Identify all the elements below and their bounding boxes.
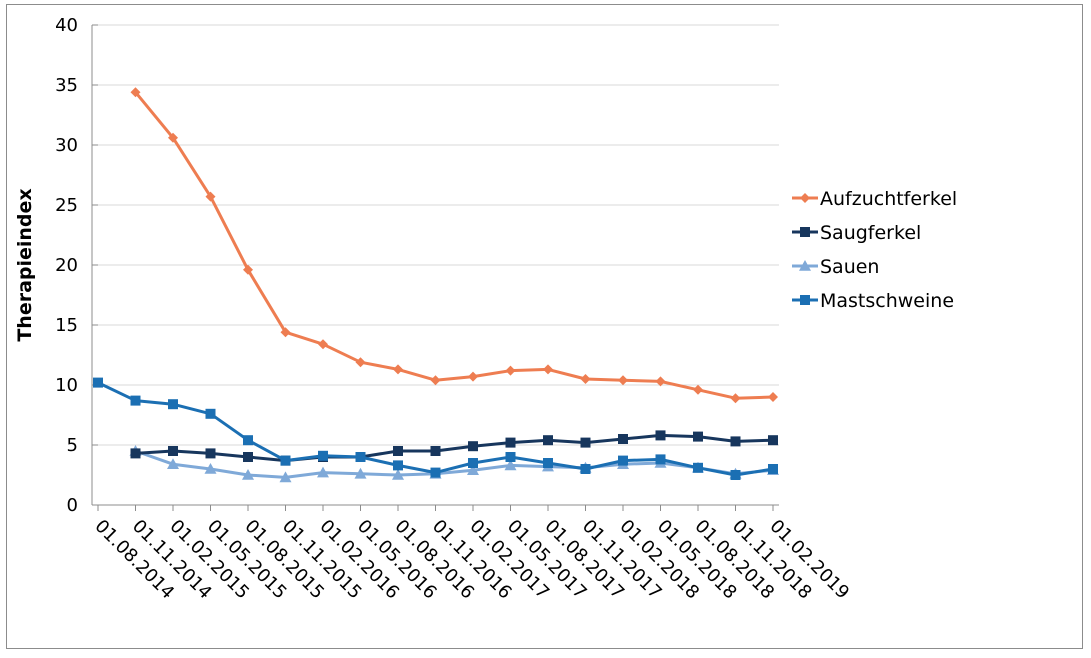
data-point bbox=[730, 393, 741, 404]
y-tick-label: 25 bbox=[55, 195, 78, 216]
data-point bbox=[618, 375, 628, 386]
legend-label: Mastschweine bbox=[820, 290, 954, 312]
data-point bbox=[655, 454, 666, 465]
data-point bbox=[768, 464, 778, 474]
data-point bbox=[280, 327, 291, 338]
y-tick-label: 5 bbox=[67, 435, 78, 456]
data-point bbox=[280, 455, 291, 466]
data-point bbox=[93, 377, 103, 388]
legend-item: Saugferkel bbox=[792, 222, 921, 244]
legend-label: Saugferkel bbox=[820, 222, 921, 244]
data-point bbox=[430, 467, 441, 478]
data-point bbox=[505, 452, 516, 462]
data-point bbox=[243, 452, 253, 462]
y-tick-label: 20 bbox=[55, 255, 78, 276]
data-point bbox=[355, 357, 366, 368]
series-mastschweine bbox=[93, 377, 778, 480]
axes bbox=[91, 24, 779, 511]
legend-item: Sauen bbox=[792, 256, 879, 278]
data-point bbox=[168, 399, 178, 410]
legend: Aufzuchtferkel Saugferkel Sauen Mastschwein… bbox=[792, 188, 957, 312]
data-point bbox=[768, 392, 778, 402]
data-point bbox=[204, 463, 217, 474]
data-point bbox=[730, 436, 741, 447]
series-line bbox=[135, 449, 774, 479]
y-axis-label: Therapieindex bbox=[14, 188, 36, 341]
data-point bbox=[168, 446, 178, 456]
data-point bbox=[130, 87, 141, 98]
x-tick-labels: 01.08.201401.11.201401.02.201501.05.2015… bbox=[90, 516, 853, 604]
legend-marker bbox=[799, 260, 811, 271]
data-point bbox=[354, 467, 367, 479]
data-point bbox=[618, 434, 628, 444]
data-point bbox=[242, 469, 254, 480]
legend-item: Aufzuchtferkel bbox=[792, 188, 957, 210]
data-point bbox=[430, 375, 441, 386]
data-point bbox=[130, 448, 141, 459]
y-tick-label: 10 bbox=[55, 375, 78, 396]
data-point bbox=[468, 371, 478, 382]
data-point bbox=[279, 471, 292, 483]
data-point bbox=[243, 435, 253, 446]
data-point bbox=[543, 435, 553, 446]
legend-marker bbox=[800, 193, 810, 203]
data-point bbox=[318, 450, 328, 461]
data-point bbox=[167, 458, 179, 469]
legend-item: Mastschweine bbox=[792, 290, 954, 312]
data-point bbox=[168, 132, 178, 143]
series-line bbox=[134, 91, 774, 400]
data-point bbox=[393, 446, 403, 456]
data-point bbox=[205, 408, 216, 419]
y-tick-label: 30 bbox=[55, 135, 78, 156]
series-aufzuchtferkel bbox=[130, 87, 778, 404]
data-point bbox=[543, 364, 553, 375]
data-point bbox=[655, 376, 666, 387]
series-saugferkel bbox=[130, 430, 778, 466]
data-point bbox=[467, 464, 479, 475]
data-point bbox=[392, 469, 404, 480]
series-lines bbox=[93, 87, 779, 483]
data-point bbox=[205, 191, 216, 202]
y-tick-labels: 0 5 10 15 20 25 30 35 40 bbox=[55, 15, 78, 516]
data-point bbox=[655, 430, 666, 441]
legend-marker bbox=[800, 295, 810, 305]
data-point bbox=[393, 364, 403, 375]
y-tick-label: 15 bbox=[55, 315, 78, 336]
legend-label: Aufzuchtferkel bbox=[820, 188, 957, 210]
data-point bbox=[504, 459, 517, 471]
data-point bbox=[468, 458, 478, 468]
legend-marker bbox=[800, 227, 810, 237]
series-line bbox=[97, 381, 774, 477]
data-point bbox=[505, 365, 516, 376]
data-point bbox=[618, 455, 628, 466]
gridlines bbox=[92, 24, 779, 446]
data-point bbox=[543, 458, 553, 468]
data-point bbox=[730, 470, 741, 480]
data-point bbox=[318, 339, 328, 350]
y-tick-label: 35 bbox=[55, 75, 78, 96]
chart-frame bbox=[6, 4, 1083, 649]
legend-label: Sauen bbox=[820, 256, 879, 278]
data-point bbox=[430, 446, 441, 456]
data-point bbox=[693, 462, 703, 473]
data-point bbox=[505, 437, 516, 448]
data-point bbox=[693, 431, 703, 442]
data-point bbox=[768, 435, 778, 446]
data-point bbox=[468, 441, 478, 452]
data-point bbox=[693, 384, 703, 395]
data-point bbox=[580, 374, 591, 384]
data-point bbox=[580, 437, 591, 448]
data-point bbox=[317, 466, 329, 478]
data-point bbox=[130, 395, 141, 406]
data-point bbox=[580, 464, 591, 474]
y-tick-label: 0 bbox=[67, 495, 78, 516]
series-line bbox=[135, 433, 774, 463]
data-point bbox=[355, 452, 366, 462]
data-point bbox=[393, 460, 403, 471]
data-point bbox=[243, 264, 253, 275]
data-point bbox=[205, 448, 216, 459]
y-tick-label: 40 bbox=[55, 15, 78, 36]
